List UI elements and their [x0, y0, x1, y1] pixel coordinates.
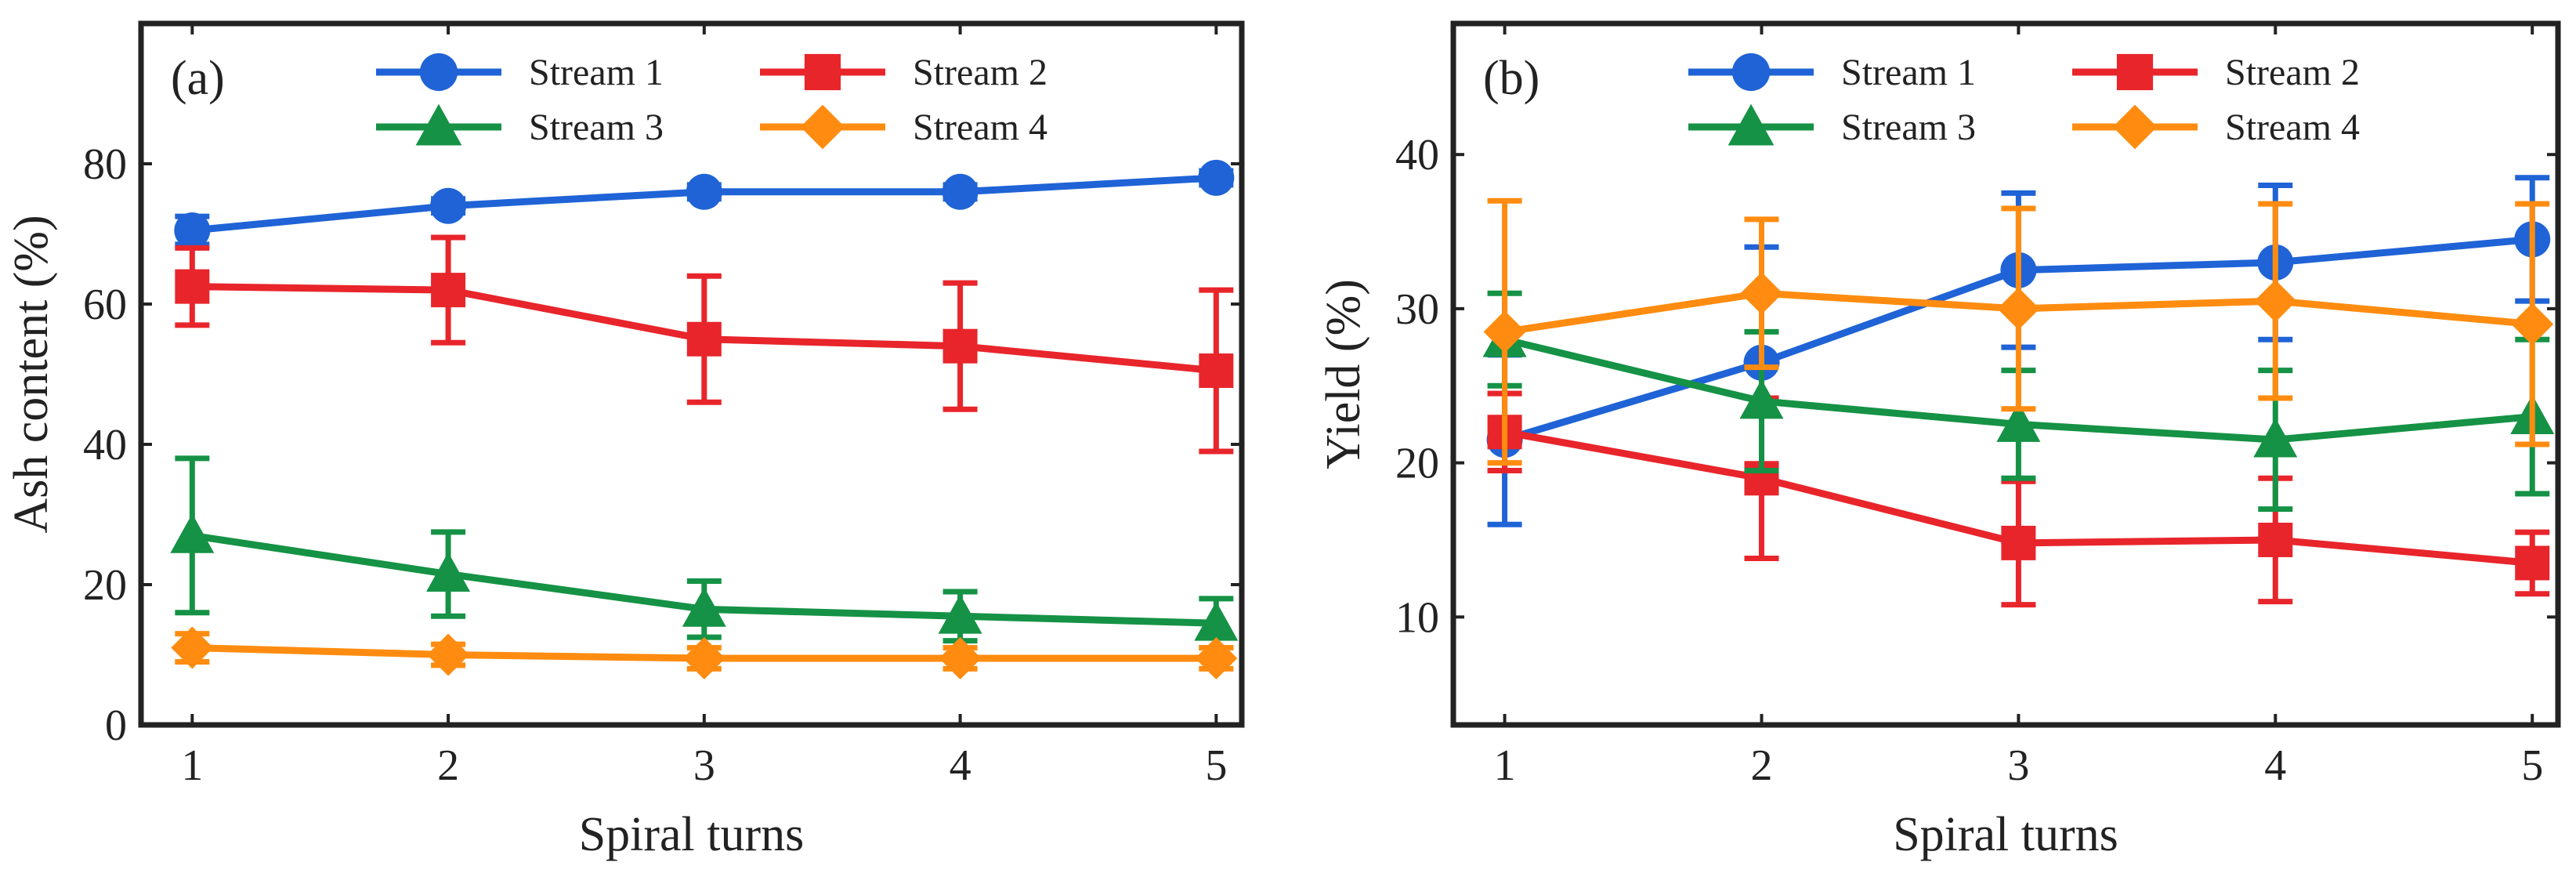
data-point [682, 587, 726, 627]
legend-label: Stream 1 [1841, 52, 1976, 93]
data-point [939, 636, 982, 679]
data-point [686, 321, 722, 357]
data-point [1199, 353, 1234, 389]
data-point [1483, 310, 1526, 353]
x-axis-title: Spiral turns [1893, 808, 2118, 861]
data-point [942, 328, 978, 364]
y-tick-label: 20 [83, 561, 127, 610]
x-tick-label: 1 [181, 741, 203, 790]
data-point [2253, 418, 2298, 458]
data-point [1996, 402, 2041, 442]
x-tick-label: 5 [2521, 741, 2543, 790]
legend-marker [1731, 53, 1771, 92]
series-4 [171, 626, 1238, 679]
data-point [1739, 379, 1784, 419]
legend-label: Stream 4 [2225, 107, 2360, 148]
data-point [430, 187, 467, 224]
x-tick-label: 3 [693, 741, 715, 790]
data-point [2001, 525, 2036, 560]
y-tick-label: 80 [83, 140, 127, 189]
x-tick-label: 2 [437, 741, 459, 790]
legend-entry-3: Stream 3 [376, 103, 664, 148]
legend-label: Stream 3 [529, 107, 664, 148]
data-point [1740, 272, 1783, 315]
series-4 [1483, 197, 2554, 466]
legend-marker [800, 104, 845, 150]
legend-marker [804, 53, 841, 91]
legend-marker [415, 103, 462, 146]
panel-b: 1 2 3 4 5 10 20 30 40 (b) Stream 1 Stream 2 Stream 3… [1317, 20, 2561, 861]
data-point [1194, 601, 1239, 641]
x-tick-label: 5 [1205, 741, 1227, 790]
legend-label: Stream 2 [913, 52, 1047, 93]
x-tick-label: 4 [950, 741, 971, 790]
x-axis-title: Spiral turns [579, 808, 805, 861]
legend-entry-3: Stream 3 [1688, 103, 1976, 148]
legend-entry-4: Stream 4 [760, 104, 1047, 150]
data-point [942, 173, 979, 210]
series-2 [175, 234, 1234, 455]
y-axis-title: Yield (%) [1317, 279, 1370, 469]
data-point [1997, 287, 2040, 330]
legend-label: Stream 2 [2225, 52, 2360, 93]
data-point [2515, 545, 2550, 581]
data-point [170, 513, 215, 553]
legend-entry-1: Stream 1 [1688, 52, 1976, 93]
legend-marker [2116, 53, 2154, 91]
data-point [171, 626, 214, 669]
data-point [682, 636, 725, 679]
panel-label: (b) [1483, 52, 1539, 105]
legend-label: Stream 3 [1841, 107, 1976, 148]
y-tick-label: 40 [1395, 131, 1439, 179]
data-point [175, 269, 210, 304]
data-point [2254, 280, 2297, 323]
data-point [686, 173, 722, 210]
data-point [174, 212, 211, 249]
legend-marker [2112, 104, 2158, 150]
data-point [1195, 636, 1238, 679]
legend-label: Stream 4 [913, 107, 1047, 148]
y-tick-label: 30 [1395, 285, 1439, 334]
legend-entry-2: Stream 2 [760, 52, 1047, 93]
data-point [2258, 522, 2293, 557]
y-tick-label: 60 [83, 281, 127, 329]
data-point [2511, 303, 2554, 346]
y-tick-label: 20 [1395, 440, 1439, 488]
data-point [938, 594, 982, 634]
data-point [1198, 159, 1235, 196]
legend-marker [1728, 103, 1775, 146]
legend-entry-2: Stream 2 [2072, 52, 2360, 93]
panel-label: (a) [171, 52, 225, 105]
y-axis-title: Ash content (%) [5, 215, 58, 533]
x-tick-label: 2 [1750, 741, 1772, 790]
series-1 [174, 159, 1235, 249]
legend-entry-1: Stream 1 [376, 52, 664, 93]
y-tick-label: 0 [105, 701, 127, 750]
series-3 [170, 455, 1239, 651]
x-tick-label: 4 [2264, 741, 2286, 790]
data-point [427, 633, 470, 676]
x-tick-label: 1 [1494, 741, 1516, 790]
panel-a: 1 2 3 4 5 0 20 40 60 80 (a) Stream 1 Stream 2 Stream … [5, 20, 1245, 861]
legend-entry-4: Stream 4 [2072, 104, 2360, 150]
data-point [426, 552, 471, 592]
plot-frame [1450, 20, 2561, 728]
legend-marker [419, 53, 458, 92]
data-point [431, 273, 466, 308]
y-tick-label: 40 [83, 421, 127, 469]
plot-frame [138, 20, 1245, 728]
legend-label: Stream 1 [529, 52, 664, 93]
y-tick-label: 10 [1395, 593, 1439, 642]
x-tick-label: 3 [2007, 741, 2029, 790]
